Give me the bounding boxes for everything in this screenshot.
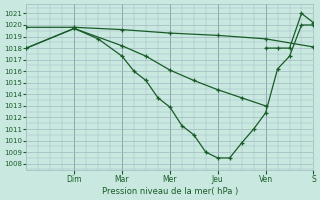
X-axis label: Pression niveau de la mer( hPa ): Pression niveau de la mer( hPa ) (102, 187, 238, 196)
